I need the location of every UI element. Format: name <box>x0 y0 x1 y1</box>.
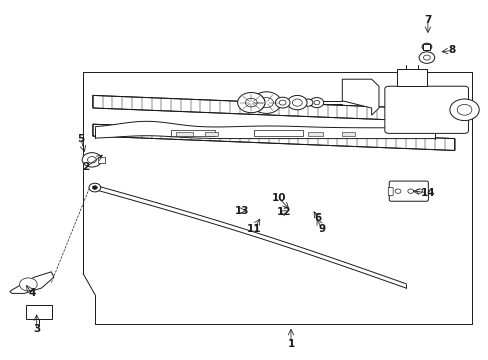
FancyBboxPatch shape <box>387 188 392 195</box>
Polygon shape <box>298 99 312 106</box>
FancyBboxPatch shape <box>342 132 354 136</box>
FancyBboxPatch shape <box>388 181 427 201</box>
FancyBboxPatch shape <box>396 69 426 86</box>
FancyBboxPatch shape <box>171 130 215 136</box>
FancyBboxPatch shape <box>176 132 193 136</box>
Circle shape <box>416 189 422 193</box>
Circle shape <box>303 99 312 106</box>
Circle shape <box>287 95 306 110</box>
Text: 11: 11 <box>246 224 261 234</box>
Circle shape <box>309 98 323 108</box>
Polygon shape <box>93 124 454 150</box>
Circle shape <box>82 153 102 167</box>
Circle shape <box>251 92 281 113</box>
Circle shape <box>456 104 471 115</box>
Text: 2: 2 <box>82 162 89 172</box>
Polygon shape <box>10 272 54 293</box>
Text: 5: 5 <box>77 134 84 144</box>
Text: 10: 10 <box>271 193 285 203</box>
Circle shape <box>292 99 302 106</box>
Text: 14: 14 <box>420 188 434 198</box>
FancyBboxPatch shape <box>384 86 468 134</box>
Circle shape <box>313 100 319 105</box>
Text: 3: 3 <box>33 324 40 334</box>
Text: 4: 4 <box>28 288 36 298</box>
Text: 12: 12 <box>276 207 290 217</box>
Circle shape <box>418 52 434 63</box>
Circle shape <box>275 97 289 108</box>
Polygon shape <box>342 79 378 115</box>
FancyBboxPatch shape <box>307 132 322 136</box>
Text: 6: 6 <box>314 213 321 223</box>
Circle shape <box>20 278 37 291</box>
Circle shape <box>449 99 478 121</box>
FancyBboxPatch shape <box>98 157 105 163</box>
Circle shape <box>89 183 101 192</box>
Circle shape <box>237 93 264 113</box>
Circle shape <box>394 189 400 193</box>
Text: 8: 8 <box>448 45 455 55</box>
Text: 9: 9 <box>318 224 325 234</box>
FancyBboxPatch shape <box>26 305 52 319</box>
Text: 13: 13 <box>234 206 249 216</box>
Polygon shape <box>93 95 454 122</box>
FancyBboxPatch shape <box>205 132 217 136</box>
Circle shape <box>421 43 431 50</box>
Circle shape <box>279 100 285 105</box>
Circle shape <box>423 55 429 60</box>
Text: 1: 1 <box>287 339 294 349</box>
Circle shape <box>245 98 257 107</box>
Circle shape <box>259 98 273 108</box>
Circle shape <box>92 186 97 189</box>
Circle shape <box>87 157 96 163</box>
Circle shape <box>407 189 413 193</box>
FancyBboxPatch shape <box>254 130 303 136</box>
Text: 7: 7 <box>423 15 431 25</box>
FancyBboxPatch shape <box>423 44 429 50</box>
